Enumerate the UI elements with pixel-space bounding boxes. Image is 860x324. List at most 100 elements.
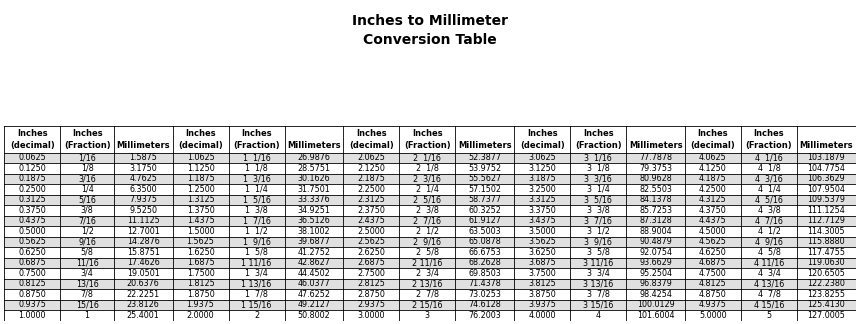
Text: 6.3500: 6.3500 bbox=[129, 185, 157, 194]
Text: 0.5000: 0.5000 bbox=[19, 227, 46, 236]
Bar bbox=[4, 184, 856, 195]
Text: 1  3/16: 1 3/16 bbox=[243, 174, 271, 183]
Text: 0.8125: 0.8125 bbox=[18, 280, 46, 288]
Text: 9.5250: 9.5250 bbox=[129, 206, 157, 215]
Text: 2  5/8: 2 5/8 bbox=[416, 248, 439, 257]
Bar bbox=[4, 289, 856, 300]
Text: 3/4: 3/4 bbox=[81, 269, 94, 278]
Text: 46.0377: 46.0377 bbox=[298, 280, 330, 288]
Text: 3.1250: 3.1250 bbox=[528, 164, 556, 173]
Text: 4  7/8: 4 7/8 bbox=[758, 290, 780, 299]
Text: Inches: Inches bbox=[412, 129, 443, 138]
Text: 3.3125: 3.3125 bbox=[528, 195, 556, 204]
Text: 3/16: 3/16 bbox=[78, 174, 96, 183]
Text: Inches: Inches bbox=[356, 129, 387, 138]
Text: 2  5/16: 2 5/16 bbox=[414, 195, 441, 204]
Text: Inches: Inches bbox=[185, 129, 216, 138]
Text: 4  9/16: 4 9/16 bbox=[755, 237, 783, 247]
Text: 4.8750: 4.8750 bbox=[699, 290, 727, 299]
Text: 1/8: 1/8 bbox=[81, 164, 94, 173]
Text: 4  1/16: 4 1/16 bbox=[755, 153, 783, 162]
Text: 63.5003: 63.5003 bbox=[469, 227, 501, 236]
Text: 74.6128: 74.6128 bbox=[469, 300, 501, 309]
Text: 2.0625: 2.0625 bbox=[358, 153, 385, 162]
Text: 3.0625: 3.0625 bbox=[528, 153, 556, 162]
Text: 2 13/16: 2 13/16 bbox=[412, 280, 443, 288]
Text: 3.5625: 3.5625 bbox=[528, 237, 556, 247]
Text: (Fraction): (Fraction) bbox=[64, 141, 110, 150]
Bar bbox=[4, 153, 856, 163]
Text: 4.2500: 4.2500 bbox=[699, 185, 727, 194]
Text: 4  3/4: 4 3/4 bbox=[758, 269, 780, 278]
Text: 103.1879: 103.1879 bbox=[808, 153, 845, 162]
Text: 20.6376: 20.6376 bbox=[126, 280, 160, 288]
Text: 42.8627: 42.8627 bbox=[298, 259, 330, 267]
Text: 2: 2 bbox=[254, 311, 259, 320]
Text: 65.0878: 65.0878 bbox=[469, 237, 501, 247]
Text: 3  9/16: 3 9/16 bbox=[584, 237, 612, 247]
Text: 95.2504: 95.2504 bbox=[639, 269, 672, 278]
Text: Inches: Inches bbox=[242, 129, 272, 138]
Text: 3 11/16: 3 11/16 bbox=[583, 259, 613, 267]
Text: 76.2003: 76.2003 bbox=[469, 311, 501, 320]
Text: 3  3/8: 3 3/8 bbox=[587, 206, 610, 215]
Text: 0.1875: 0.1875 bbox=[18, 174, 46, 183]
Text: 3.0000: 3.0000 bbox=[358, 311, 385, 320]
Text: 5.0000: 5.0000 bbox=[699, 311, 727, 320]
Text: 3.6250: 3.6250 bbox=[528, 248, 556, 257]
Text: 0.7500: 0.7500 bbox=[18, 269, 46, 278]
Text: 5/16: 5/16 bbox=[78, 195, 96, 204]
Text: Millimeters: Millimeters bbox=[458, 141, 512, 150]
Text: 33.3376: 33.3376 bbox=[298, 195, 330, 204]
Text: 1.8125: 1.8125 bbox=[187, 280, 214, 288]
Bar bbox=[4, 174, 856, 184]
Text: 2.5000: 2.5000 bbox=[358, 227, 385, 236]
Text: 55.5627: 55.5627 bbox=[468, 174, 501, 183]
Text: 111.1254: 111.1254 bbox=[808, 206, 845, 215]
Text: 109.5379: 109.5379 bbox=[808, 195, 845, 204]
Text: 3: 3 bbox=[425, 311, 430, 320]
Text: 3.2500: 3.2500 bbox=[528, 185, 556, 194]
Text: 4  7/16: 4 7/16 bbox=[755, 216, 783, 226]
Text: 2.2500: 2.2500 bbox=[358, 185, 385, 194]
Text: 39.6877: 39.6877 bbox=[298, 237, 330, 247]
Text: (decimal): (decimal) bbox=[691, 141, 735, 150]
Text: 4.3750: 4.3750 bbox=[699, 206, 727, 215]
Text: 2  7/16: 2 7/16 bbox=[414, 216, 441, 226]
Text: 1.5625: 1.5625 bbox=[187, 237, 214, 247]
Bar bbox=[4, 247, 856, 258]
Text: 3  7/8: 3 7/8 bbox=[587, 290, 610, 299]
Text: 4  5/8: 4 5/8 bbox=[758, 248, 780, 257]
Text: 104.7754: 104.7754 bbox=[808, 164, 845, 173]
Text: Millimeters: Millimeters bbox=[629, 141, 682, 150]
Text: 1.6875: 1.6875 bbox=[187, 259, 214, 267]
Text: 1  5/16: 1 5/16 bbox=[243, 195, 271, 204]
Text: 61.9127: 61.9127 bbox=[469, 216, 501, 226]
Text: 1  1/16: 1 1/16 bbox=[243, 153, 271, 162]
Text: Inches: Inches bbox=[17, 129, 47, 138]
Bar bbox=[4, 300, 856, 310]
Text: 88.9004: 88.9004 bbox=[639, 227, 672, 236]
Text: 2  1/4: 2 1/4 bbox=[416, 185, 439, 194]
Text: 5: 5 bbox=[766, 311, 771, 320]
Bar bbox=[4, 216, 856, 226]
Text: 2  3/4: 2 3/4 bbox=[416, 269, 439, 278]
Text: 28.5751: 28.5751 bbox=[298, 164, 330, 173]
Text: (Fraction): (Fraction) bbox=[404, 141, 451, 150]
Text: (Fraction): (Fraction) bbox=[746, 141, 792, 150]
Text: 4.4375: 4.4375 bbox=[699, 216, 727, 226]
Text: 1.0000: 1.0000 bbox=[19, 311, 46, 320]
Text: (Fraction): (Fraction) bbox=[574, 141, 622, 150]
Text: 2.1250: 2.1250 bbox=[358, 164, 385, 173]
Text: 122.2380: 122.2380 bbox=[808, 280, 845, 288]
Text: 7/16: 7/16 bbox=[78, 216, 96, 226]
Text: 112.7129: 112.7129 bbox=[808, 216, 845, 226]
Text: 38.1002: 38.1002 bbox=[298, 227, 330, 236]
Text: 4.5000: 4.5000 bbox=[699, 227, 727, 236]
Text: 2.8750: 2.8750 bbox=[358, 290, 385, 299]
Text: (decimal): (decimal) bbox=[349, 141, 394, 150]
Text: 3.7500: 3.7500 bbox=[528, 269, 556, 278]
Text: 1.7500: 1.7500 bbox=[187, 269, 214, 278]
Text: 4  5/16: 4 5/16 bbox=[755, 195, 783, 204]
Text: 114.3005: 114.3005 bbox=[808, 227, 845, 236]
